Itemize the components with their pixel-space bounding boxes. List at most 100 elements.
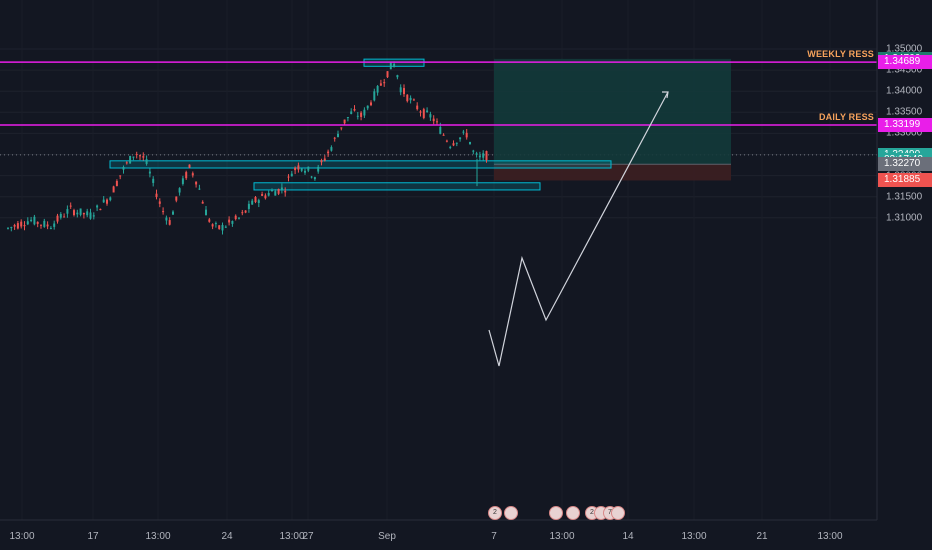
bear-candle — [162, 211, 165, 213]
bear-candle — [264, 195, 267, 199]
bull-candle — [129, 156, 132, 164]
time-tick-label: Sep — [378, 531, 396, 542]
bull-candle — [449, 146, 452, 148]
bull-candle — [455, 142, 458, 144]
bull-candle — [304, 170, 306, 173]
bear-candle — [106, 199, 108, 204]
bear-candle — [234, 215, 237, 220]
bear-candle — [436, 121, 438, 123]
price-tick-label: 1.33000 — [886, 127, 923, 139]
price-tag: 1.31885 — [878, 173, 932, 188]
event-flag-icon[interactable]: 2 — [488, 506, 502, 520]
bear-candle — [13, 224, 16, 227]
bull-candle — [122, 166, 125, 170]
long-position-tool[interactable] — [494, 58, 731, 181]
arrow-head — [662, 91, 669, 99]
bull-candle — [109, 197, 112, 201]
bull-candle — [257, 200, 260, 203]
bull-candle — [214, 223, 217, 225]
price-tick-label: 1.34500 — [886, 64, 923, 76]
bull-candle — [49, 228, 52, 230]
bull-candle — [89, 212, 92, 219]
event-flag-icon[interactable] — [611, 506, 625, 520]
bear-candle — [112, 186, 115, 193]
bull-candle — [469, 141, 471, 145]
bull-candle — [393, 63, 396, 68]
event-flag-icon[interactable] — [549, 506, 563, 520]
bear-candle — [465, 132, 468, 138]
bull-candle — [376, 86, 379, 93]
bear-candle — [195, 181, 198, 185]
bear-candle — [201, 201, 204, 204]
bull-candle — [132, 156, 135, 158]
bear-candle — [185, 172, 188, 179]
bull-candle — [172, 211, 174, 215]
bull-candle — [145, 159, 148, 164]
bull-candle — [290, 173, 293, 177]
bull-candle — [221, 224, 224, 231]
bull-candle — [396, 75, 399, 78]
time-tick-label: 14 — [622, 531, 634, 542]
bear-candle — [323, 158, 326, 161]
bear-candle — [175, 196, 178, 201]
bull-candle — [33, 216, 36, 225]
bull-candle — [462, 131, 465, 133]
event-flag-icon[interactable] — [504, 506, 518, 520]
price-tag: 1.34689 — [878, 55, 932, 70]
bear-candle — [370, 102, 372, 106]
time-tick-label: 13:00 — [817, 531, 843, 542]
bull-candle — [271, 190, 273, 192]
bull-candle — [459, 137, 462, 140]
mid-zone — [109, 160, 612, 169]
bull-candle — [92, 215, 95, 217]
bull-candle — [313, 177, 316, 180]
projection-path[interactable] — [488, 91, 669, 367]
bear-candle — [73, 210, 75, 216]
bull-candle — [96, 205, 99, 208]
bull-candle — [330, 147, 333, 151]
candlestick-series — [7, 61, 488, 235]
bull-candle — [356, 115, 359, 117]
bear-candle — [16, 223, 19, 229]
bull-candle — [317, 166, 320, 172]
bear-candle — [56, 215, 59, 222]
bull-candle — [86, 211, 89, 216]
bull-candle — [475, 153, 478, 155]
bull-candle — [346, 117, 349, 119]
bear-candle — [254, 197, 257, 203]
bull-candle — [59, 213, 62, 218]
bull-candle — [363, 109, 366, 116]
bear-candle — [218, 225, 221, 229]
bear-candle — [340, 127, 343, 129]
bear-candle — [168, 220, 171, 225]
resistance-lines[interactable] — [0, 61, 877, 126]
time-tick-label: 13:00 — [145, 531, 171, 542]
bull-candle — [205, 209, 207, 216]
bull-candle — [76, 212, 79, 215]
bear-candle — [485, 151, 488, 161]
time-tick-label: 13:00 — [279, 531, 305, 542]
target-area — [494, 58, 731, 165]
time-tick-label: 21 — [756, 531, 768, 542]
bear-candle — [244, 210, 247, 213]
bear-candle — [343, 119, 346, 124]
time-tick-label: 13:00 — [9, 531, 35, 542]
bull-candle — [238, 217, 240, 219]
bear-candle — [125, 162, 128, 164]
level-label: DAILY RESS — [818, 112, 874, 122]
bear-candle — [119, 175, 122, 177]
bull-candle — [165, 217, 168, 221]
bull-candle — [79, 208, 82, 215]
bear-candle — [191, 173, 194, 176]
bear-candle — [46, 224, 49, 227]
bear-candle — [284, 190, 287, 193]
bear-candle — [208, 219, 211, 222]
bear-candle — [422, 109, 425, 118]
bull-candle — [274, 191, 277, 196]
event-flag-icon[interactable] — [566, 506, 580, 520]
bull-candle — [399, 87, 402, 93]
bull-candle — [7, 227, 9, 229]
bear-candle — [188, 164, 191, 168]
bull-candle — [300, 168, 303, 171]
